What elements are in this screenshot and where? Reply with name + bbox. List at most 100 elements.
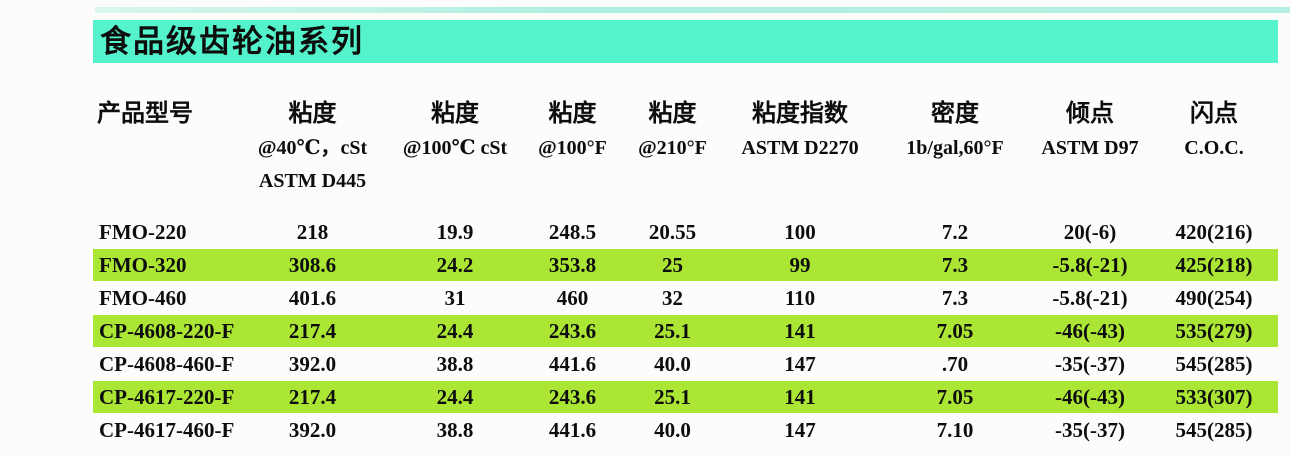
cell-visc100c: 24.4 [436,385,474,409]
column-header-visc100f: 粘度 @100°F [520,96,625,198]
cell-model: FMO-320 [99,253,187,277]
column-header-line: 倾点 [1066,101,1114,127]
cell-visc40c: 217.4 [288,385,337,409]
cell-flashpoint: 545(285) [1175,352,1253,376]
cell-visc40c: 308.6 [288,253,337,277]
cell-pourpoint: -35(-37) [1055,418,1125,442]
cell-pourpoint: -46(-43) [1055,385,1125,409]
cell-pourpoint: -5.8(-21) [1052,286,1128,310]
column-header-visc100c: 粘度 @100℃ cSt [390,96,520,198]
column-header-line: @100℃ cSt [402,137,508,159]
table-row: CP-4608-460-F 392.0 38.8 441.6 40.0 147 .70 -35… [93,348,1278,380]
cell-flashpoint: 533(307) [1175,385,1253,409]
cell-visc100c: 38.8 [436,352,474,376]
column-header-flashpoint: 闪点 C.O.C. [1150,96,1278,198]
cell-model: FMO-220 [99,220,187,244]
table-row: FMO-320 308.6 24.2 353.8 25 99 7.3 -5.8(-21) 425… [93,249,1278,281]
column-header-line: 粘度 [431,101,479,127]
title-bar: 食品级齿轮油系列 [93,20,1278,63]
cell-visc40c: 392.0 [288,352,337,376]
page-title: 食品级齿轮油系列 [100,24,364,59]
cell-visc100c: 24.4 [436,319,474,343]
cell-visc210f: 20.55 [648,220,697,244]
table-row: CP-4617-220-F 217.4 24.4 243.6 25.1 141 7.05 -4… [93,381,1278,413]
column-header-pourpoint: 倾点 ASTM D97 [1030,96,1150,198]
cell-viscindex: 147 [784,352,816,376]
cell-visc100c: 24.2 [436,253,474,277]
cell-density: 7.10 [936,418,974,442]
cell-viscindex: 147 [784,418,816,442]
cell-viscindex: 141 [784,385,816,409]
cell-visc40c: 217.4 [288,319,337,343]
top-scan-strip [95,7,1290,13]
cell-visc100f: 353.8 [548,253,597,277]
cell-visc100f: 243.6 [548,319,597,343]
column-header-line: C.O.C. [1184,137,1244,159]
cell-visc100c: 31 [444,286,466,310]
cell-flashpoint: 535(279) [1175,319,1253,343]
cell-flashpoint: 425(218) [1175,253,1253,277]
table-row: FMO-460 401.6 31 460 32 110 7.3 -5.8(-21) 490(25… [93,282,1278,314]
cell-flashpoint: 545(285) [1175,418,1253,442]
column-header-line: ASTM D97 [1041,137,1139,159]
cell-viscindex: 110 [784,286,816,310]
table-row: FMO-220 218 19.9 248.5 20.55 100 7.2 20(-6) 420(… [93,216,1278,248]
column-header-density: 密度 1b/gal,60°F [880,96,1030,198]
column-header-visc210f: 粘度 @210°F [625,96,720,198]
cell-visc100c: 38.8 [436,418,474,442]
cell-visc100f: 248.5 [548,220,597,244]
cell-visc100f: 441.6 [548,352,597,376]
cell-visc40c: 392.0 [288,418,337,442]
cell-visc100f: 441.6 [548,418,597,442]
cell-density: 7.05 [936,319,974,343]
column-header-line: ASTM D2270 [741,137,859,159]
cell-visc210f: 25 [662,253,683,277]
cell-pourpoint: -35(-37) [1055,352,1125,376]
cell-visc100c: 19.9 [436,220,474,244]
cell-viscindex: 99 [789,253,811,277]
column-header-line: 粘度 [548,101,597,127]
cell-visc40c: 401.6 [288,286,337,310]
column-header-line: @100°F [538,137,607,159]
column-header-line: @210°F [638,137,707,159]
cell-flashpoint: 420(216) [1175,220,1253,244]
cell-viscindex: 141 [784,319,816,343]
column-header-visc40c: 粘度 @40℃，cSt ASTM D445 [235,96,390,198]
column-header-line: @40℃，cSt [257,137,368,159]
column-header-line: 产品型号 [97,101,193,127]
cell-visc210f: 25.1 [654,319,691,343]
column-header-line: 闪点 [1190,101,1238,127]
column-header-model: 产品型号 [93,96,235,198]
cell-visc210f: 40.0 [654,352,691,376]
cell-model: CP-4617-460-F [99,418,235,442]
cell-visc40c: 218 [296,220,329,244]
table-row: CP-4617-460-F 392.0 38.8 441.6 40.0 147 7.10 -3… [93,414,1278,446]
column-header-line: 密度 [931,101,979,127]
table-header: 产品型号 粘度 @40℃，cSt ASTM D445 粘度 @100℃ cSt 粘度 @100… [93,96,1278,198]
cell-density: 7.2 [941,220,969,244]
cell-flashpoint: 490(254) [1175,286,1253,310]
column-header-line: 1b/gal,60°F [906,137,1004,159]
cell-density: 7.3 [941,253,969,277]
cell-model: CP-4608-460-F [99,352,235,376]
cell-density: 7.3 [941,286,969,310]
cell-model: CP-4608-220-F [99,319,235,343]
cell-pourpoint: -5.8(-21) [1052,253,1128,277]
cell-visc100f: 243.6 [548,385,597,409]
table-body: FMO-220 218 19.9 248.5 20.55 100 7.2 20(-6) 420(… [93,216,1278,446]
cell-visc210f: 32 [662,286,683,310]
cell-model: FMO-460 [99,286,187,310]
cell-visc210f: 40.0 [654,418,691,442]
column-header-line: 粘度 [288,101,337,127]
cell-viscindex: 100 [784,220,816,244]
column-header-viscindex: 粘度指数 ASTM D2270 [720,96,880,198]
table-row: CP-4608-220-F 217.4 24.4 243.6 25.1 141 7.05 -4… [93,315,1278,347]
cell-visc100f: 460 [556,286,589,310]
cell-density: .70 [941,352,969,376]
column-header-line: 粘度 [648,101,697,127]
cell-density: 7.05 [936,385,974,409]
cell-pourpoint: -46(-43) [1055,319,1125,343]
cell-pourpoint: 20(-6) [1063,220,1117,244]
cell-model: CP-4617-220-F [99,385,235,409]
